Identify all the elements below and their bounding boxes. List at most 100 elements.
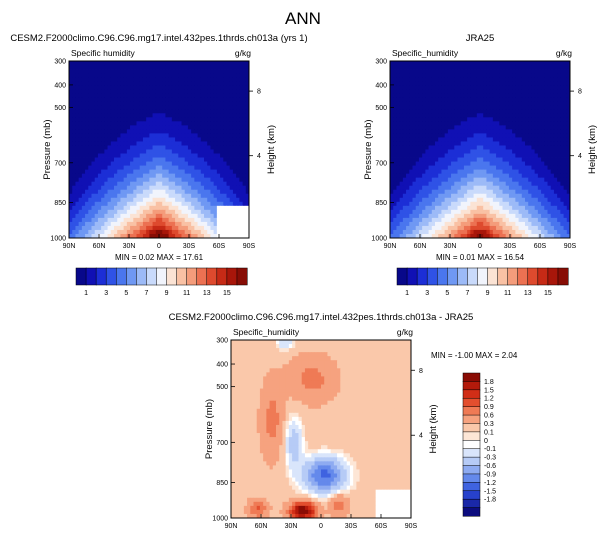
field-cell [168,157,173,162]
field-cell [425,109,429,114]
field-cell [245,121,250,126]
field-cell [499,77,503,82]
field-cell [207,145,211,150]
field-cell [126,157,131,162]
field-cell [480,105,484,110]
field-cell [85,141,89,146]
field-cell [207,149,211,154]
field-cell [470,125,474,130]
field-cell [422,205,426,211]
field-cell [505,73,510,78]
field-cell [412,133,417,138]
field-cell [415,185,420,191]
field-cell [133,165,137,171]
field-cell [239,77,243,82]
field-cell [463,193,468,199]
field-cell [431,113,436,118]
field-cell [499,89,503,94]
field-cell [239,169,243,175]
field-cell [200,153,205,158]
field-cell [525,101,529,106]
field-cell [239,145,243,150]
field-cell [566,65,571,70]
field-cell [431,153,436,158]
field-cell [418,177,423,183]
field-cell [146,189,150,195]
field-cell [476,125,481,130]
field-cell [390,185,394,191]
field-cell [226,101,231,106]
field-cell [483,229,487,235]
field-cell [155,129,160,134]
field-cell [528,137,532,142]
field-cell [236,73,240,78]
field-cell [226,85,231,90]
field-cell [184,149,189,154]
field-cell [463,145,468,150]
field-cell [489,125,494,130]
field-cell [547,93,552,98]
field-cell [223,221,227,227]
field-cell [502,77,507,82]
field-cell [393,197,397,203]
field-cell [136,141,141,146]
field-cell [537,181,542,187]
field-cell [560,129,564,134]
field-cell [457,185,462,191]
field-cell [91,193,96,199]
field-cell [223,137,227,142]
field-cell [541,121,545,126]
field-cell [226,105,231,110]
field-cell [557,173,561,179]
field-cell [447,149,452,154]
field-cell [547,189,552,195]
field-cell [101,85,105,90]
field-cell [489,225,494,231]
field-cell [94,157,99,162]
field-cell [155,101,160,106]
field-cell [69,197,73,203]
field-cell [88,137,92,142]
field-cell [159,213,163,219]
field-cell [136,137,141,142]
field-cell [81,197,86,203]
field-cell [422,233,426,239]
field-cell [204,73,208,78]
field-cell [168,113,173,118]
field-cell [139,129,144,134]
field-cell [130,181,134,187]
field-cell [184,117,189,122]
field-cell [229,213,234,219]
field-cell [528,189,532,195]
field-cell [229,85,234,90]
field-cell [117,193,121,199]
field-cell [512,153,516,158]
field-cell [390,137,394,142]
field-cell [149,225,153,231]
field-cell [104,145,108,150]
field-cell [470,105,474,110]
field-cell [184,125,189,130]
field-cell [518,61,523,66]
field-cell [451,61,455,66]
field-cell [460,113,465,118]
field-cell [463,205,468,211]
field-cell [502,81,507,86]
field-cell [72,129,76,134]
field-cell [97,229,102,235]
field-cell [505,213,510,219]
field-cell [165,145,170,150]
field-cell [550,89,555,94]
field-cell [553,153,558,158]
field-cell [473,105,478,110]
field-cell [544,137,548,142]
field-cell [460,197,465,203]
field-cell [393,65,397,70]
field-cell [136,85,141,90]
field-cell [101,89,105,94]
field-cell [537,73,542,78]
field-cell [207,181,211,187]
field-cell [396,121,401,126]
field-cell [162,73,166,78]
field-cell [216,217,221,223]
